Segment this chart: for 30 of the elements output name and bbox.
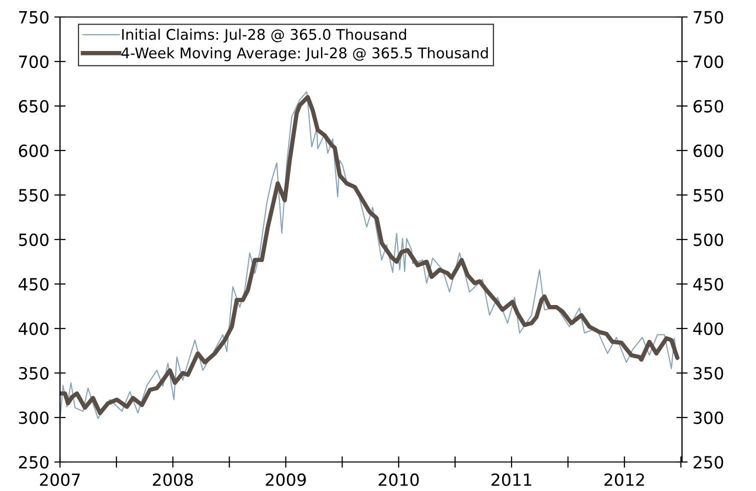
y-tick-label: 250 [18, 456, 48, 469]
y-tick-label: 700 [19, 55, 48, 68]
y2-tick-label: 500 [694, 233, 724, 246]
y-tick-label: 350 [19, 366, 48, 380]
y-tick-label: 750 [19, 10, 48, 24]
y2-tick-label: 700 [694, 55, 724, 68]
y-tick-label: 550 [19, 188, 48, 202]
y-tick-label: 600 [18, 144, 48, 158]
y2-tick-label: 300 [694, 411, 724, 424]
x-tick-label: 2011 [492, 473, 532, 486]
y-tick-label: 400 [18, 322, 48, 336]
y2-tick-label: 350 [694, 366, 724, 380]
y2-tick-label: 600 [694, 144, 724, 158]
y-tick-label: 450 [18, 278, 48, 291]
x-tick-label: 2007 [40, 473, 80, 486]
legend-label: 4-Week Moving Average: Jul-28 @ 365.5 Thousand [121, 47, 488, 62]
y-tick-label: 650 [18, 100, 48, 113]
y2-tick-label: 250 [694, 456, 724, 469]
y2-tick-label: 450 [693, 278, 724, 291]
legend-label: Initial Claims: Jul-28 @ 365.0 Thousand [122, 28, 406, 43]
y-tick-label: 300 [19, 411, 48, 424]
x-tick-label: 2010 [378, 473, 419, 486]
y2-tick-label: 750 [694, 10, 724, 24]
y2-tick-label: 550 [694, 188, 724, 202]
y2-tick-label: 650 [694, 100, 724, 113]
y2-tick-label: 400 [693, 322, 724, 336]
y-tick-label: 500 [19, 233, 48, 246]
x-tick-label: 2009 [266, 473, 306, 486]
x-tick-label: 2008 [152, 473, 193, 486]
x-tick-label: 2012 [604, 473, 644, 486]
